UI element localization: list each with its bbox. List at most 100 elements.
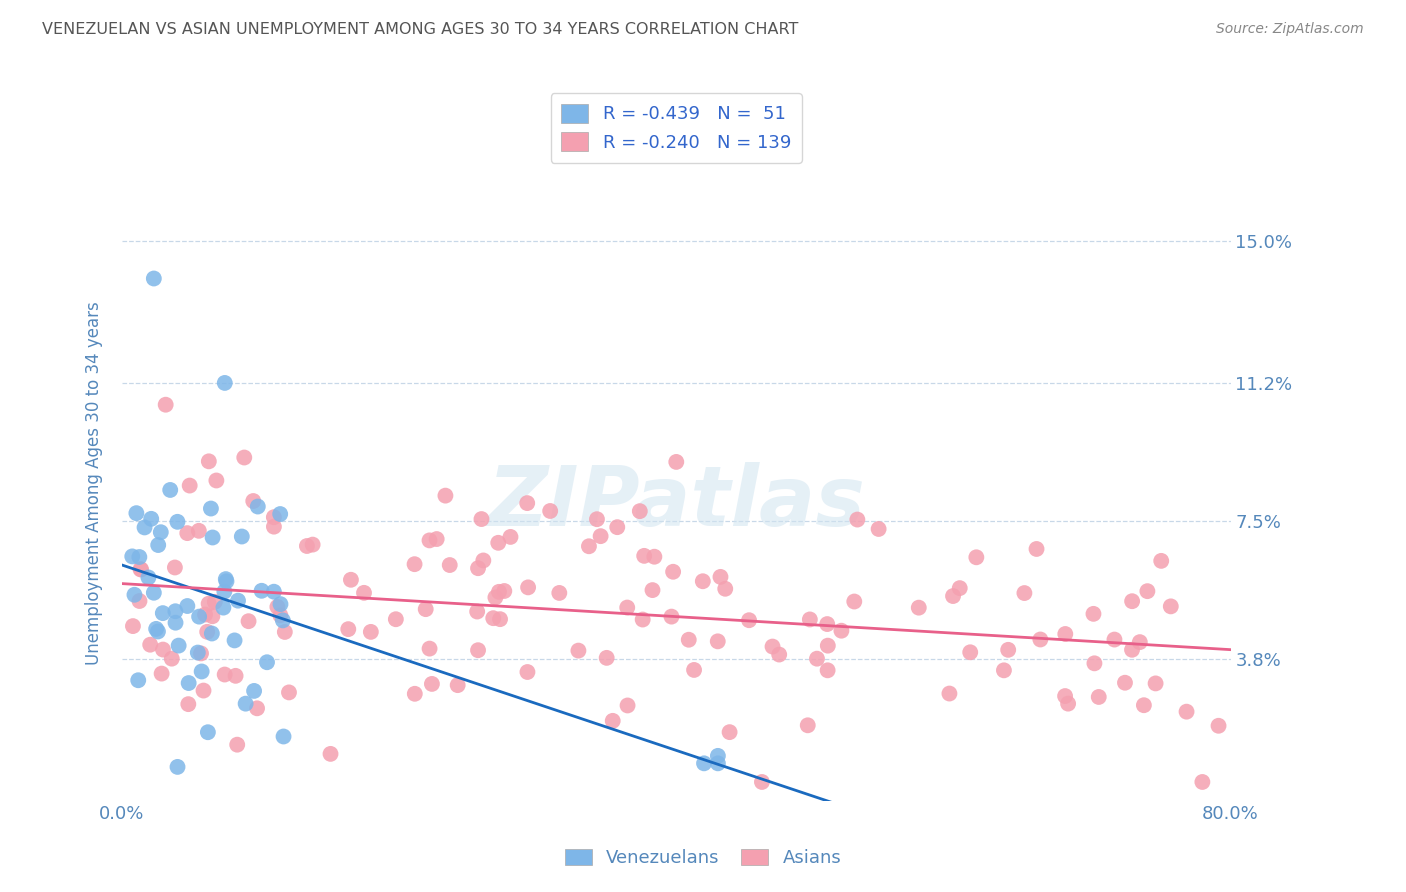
Asians: [567, 643, 589, 657]
Venezuelans: [159, 483, 181, 497]
Asians: [949, 581, 972, 595]
Venezuelans: [214, 584, 236, 599]
Asians: [844, 594, 866, 608]
Asians: [683, 663, 706, 677]
Asians: [602, 714, 624, 728]
Venezuelans: [142, 586, 165, 600]
Asians: [799, 612, 821, 626]
Asians: [129, 562, 152, 576]
Asians: [482, 611, 505, 625]
Text: Source: ZipAtlas.com: Source: ZipAtlas.com: [1216, 22, 1364, 37]
Asians: [197, 597, 219, 611]
Venezuelans: [165, 604, 187, 618]
Venezuelans: [177, 676, 200, 690]
Asians: [1029, 632, 1052, 647]
Asians: [1175, 705, 1198, 719]
Asians: [516, 665, 538, 679]
Asians: [1121, 642, 1143, 657]
Asians: [595, 651, 617, 665]
Asians: [965, 550, 987, 565]
Asians: [488, 584, 510, 599]
Asians: [225, 669, 247, 683]
Venezuelans: [167, 639, 190, 653]
Y-axis label: Unemployment Among Ages 30 to 34 years: Unemployment Among Ages 30 to 34 years: [86, 301, 103, 665]
Asians: [517, 580, 540, 594]
Asians: [467, 643, 489, 657]
Venezuelans: [145, 622, 167, 636]
Asians: [278, 685, 301, 699]
Asians: [1150, 554, 1173, 568]
Asians: [233, 450, 256, 465]
Venezuelans: [271, 613, 294, 627]
Asians: [139, 638, 162, 652]
Asians: [486, 536, 509, 550]
Asians: [269, 608, 291, 623]
Asians: [817, 639, 839, 653]
Venezuelans: [201, 531, 224, 545]
Asians: [177, 697, 200, 711]
Asians: [709, 570, 731, 584]
Asians: [628, 504, 651, 518]
Asians: [226, 738, 249, 752]
Asians: [274, 624, 297, 639]
Asians: [470, 512, 492, 526]
Venezuelans: [124, 588, 146, 602]
Asians: [129, 562, 152, 576]
Asians: [472, 553, 495, 567]
Venezuelans: [246, 500, 269, 514]
Asians: [548, 586, 571, 600]
Venezuelans: [121, 549, 143, 564]
Asians: [586, 512, 609, 526]
Asians: [1129, 635, 1152, 649]
Asians: [205, 474, 228, 488]
Asians: [643, 549, 665, 564]
Asians: [193, 683, 215, 698]
Asians: [152, 642, 174, 657]
Venezuelans: [165, 615, 187, 630]
Asians: [439, 558, 461, 572]
Asians: [718, 725, 741, 739]
Venezuelans: [148, 538, 170, 552]
Asians: [993, 663, 1015, 677]
Asians: [616, 698, 638, 713]
Venezuelans: [693, 756, 716, 771]
Venezuelans: [250, 583, 273, 598]
Venezuelans: [269, 507, 291, 521]
Asians: [661, 609, 683, 624]
Venezuelans: [127, 673, 149, 688]
Asians: [516, 496, 538, 510]
Asians: [179, 478, 201, 492]
Asians: [868, 522, 890, 536]
Asians: [163, 560, 186, 574]
Venezuelans: [707, 756, 730, 771]
Asians: [404, 557, 426, 571]
Asians: [1133, 698, 1156, 713]
Asians: [176, 526, 198, 541]
Asians: [426, 532, 449, 546]
Asians: [204, 595, 226, 609]
Venezuelans: [149, 525, 172, 540]
Asians: [415, 602, 437, 616]
Venezuelans: [226, 593, 249, 607]
Asians: [419, 641, 441, 656]
Venezuelans: [707, 748, 730, 763]
Asians: [195, 624, 218, 639]
Asians: [122, 619, 145, 633]
Asians: [846, 512, 869, 526]
Venezuelans: [142, 271, 165, 285]
Asians: [830, 624, 852, 638]
Asians: [1191, 775, 1213, 789]
Asians: [1087, 690, 1109, 704]
Asians: [662, 565, 685, 579]
Asians: [631, 613, 654, 627]
Venezuelans: [263, 584, 285, 599]
Asians: [1014, 586, 1036, 600]
Asians: [484, 591, 506, 605]
Asians: [420, 677, 443, 691]
Asians: [434, 489, 457, 503]
Asians: [1083, 607, 1105, 621]
Asians: [1083, 657, 1105, 671]
Asians: [806, 651, 828, 665]
Venezuelans: [200, 501, 222, 516]
Asians: [1136, 584, 1159, 599]
